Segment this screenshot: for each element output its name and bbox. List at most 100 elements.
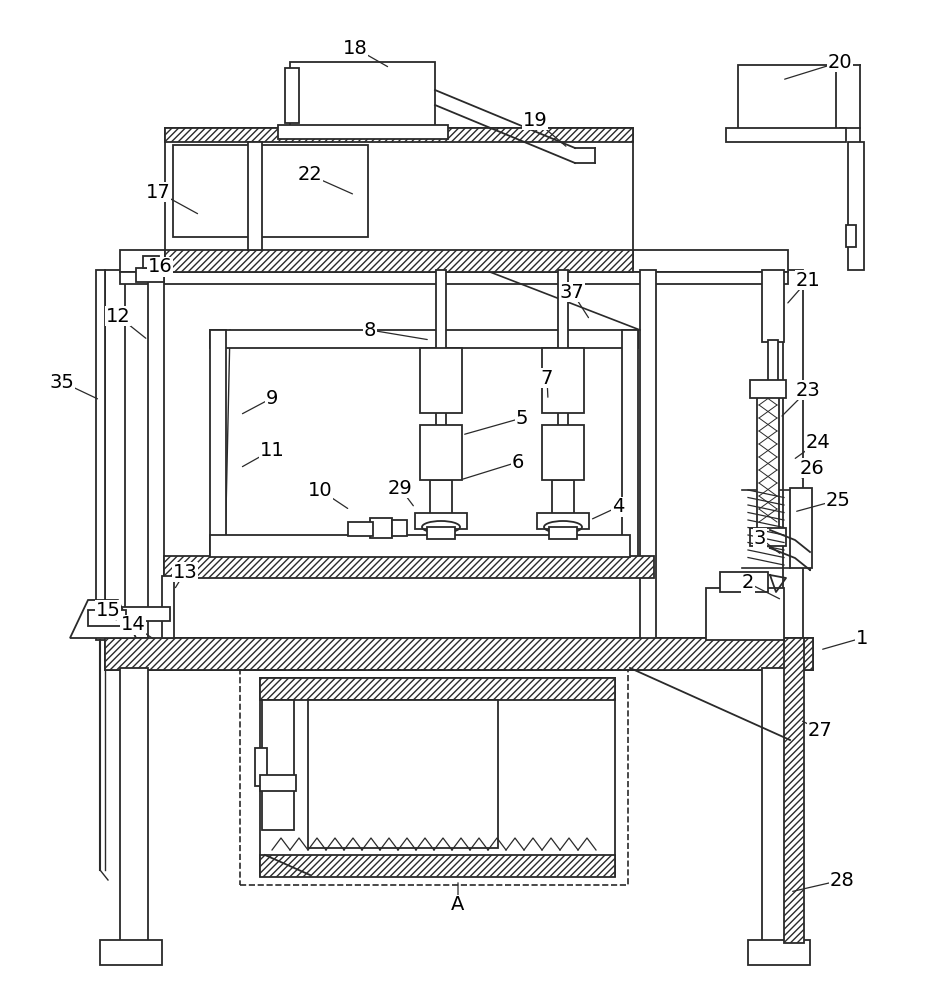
Bar [308,700,498,848]
Bar [143,256,159,268]
Text: 23: 23 [796,380,820,399]
Text: 29: 29 [388,479,412,497]
Bar [164,556,654,578]
Bar [762,270,784,342]
Bar [162,576,174,638]
Bar [260,855,615,877]
Bar [100,940,162,965]
Bar [768,340,778,485]
Bar [120,668,148,958]
Text: 15: 15 [96,600,120,619]
Text: 16: 16 [148,257,172,276]
Text: 7: 7 [541,368,553,387]
Bar [348,522,373,536]
Text: 22: 22 [298,165,323,184]
Polygon shape [70,600,136,638]
Bar [88,610,126,626]
Bar [278,125,448,139]
Text: 2: 2 [742,574,754,592]
Bar [750,528,786,546]
Bar [260,775,296,791]
Bar [136,268,164,282]
Bar [542,425,584,480]
Text: 14: 14 [121,615,146,635]
Bar [762,668,790,958]
Text: 17: 17 [146,182,170,202]
Text: 20: 20 [828,52,852,72]
Bar [720,572,768,592]
Bar [542,348,584,413]
Bar [427,527,455,539]
Text: 12: 12 [106,306,131,326]
Text: 10: 10 [307,481,332,499]
Bar [260,678,615,700]
Bar [846,225,856,247]
Text: 27: 27 [808,720,832,740]
Bar [558,270,568,538]
Bar [248,142,262,250]
Bar [420,425,462,480]
Bar [285,68,299,123]
Bar [640,270,656,640]
Text: 4: 4 [612,497,624,516]
Bar [120,272,788,284]
Text: 13: 13 [172,562,198,582]
Bar [726,128,846,142]
Bar [210,330,638,348]
Bar [537,513,589,529]
Bar [415,513,467,529]
Bar [148,270,164,640]
Bar [738,65,836,137]
Bar [118,607,170,621]
Bar [210,535,630,557]
Bar [436,270,446,538]
Text: 35: 35 [49,372,75,391]
Bar [420,348,462,413]
Text: 8: 8 [364,320,377,340]
Text: 24: 24 [806,432,831,452]
Bar [757,390,779,535]
Text: 21: 21 [796,270,820,290]
Bar [430,480,452,515]
Text: 28: 28 [830,870,854,890]
Text: 5: 5 [516,408,528,428]
Text: 3: 3 [754,528,766,548]
Text: A: A [451,896,464,914]
Bar [96,270,105,640]
Bar [240,670,628,885]
Bar [622,330,638,558]
Bar [165,128,633,268]
Text: 9: 9 [266,388,278,408]
Bar [255,748,267,786]
Bar [370,518,392,538]
Bar [392,520,407,536]
Text: 18: 18 [342,38,367,57]
Bar [262,700,294,830]
Bar [706,588,784,640]
Bar [790,488,812,568]
Bar [105,638,813,670]
Text: 25: 25 [826,490,850,510]
Bar [750,380,786,398]
Bar [784,638,804,943]
Text: 26: 26 [799,458,824,478]
Bar [165,250,633,272]
Bar [783,270,803,640]
Text: 19: 19 [522,110,548,129]
Bar [290,62,435,132]
Bar [105,638,813,670]
Bar [105,270,125,640]
Bar [848,142,864,270]
Text: 1: 1 [856,629,868,648]
Bar [260,678,615,876]
Bar [173,145,368,237]
Bar [210,330,226,558]
Bar [165,128,633,142]
Bar [120,250,788,272]
Bar [552,480,574,515]
Bar [748,940,810,965]
Text: 37: 37 [560,282,585,302]
Text: 11: 11 [259,440,285,460]
Bar [549,527,577,539]
Text: 6: 6 [512,452,524,472]
